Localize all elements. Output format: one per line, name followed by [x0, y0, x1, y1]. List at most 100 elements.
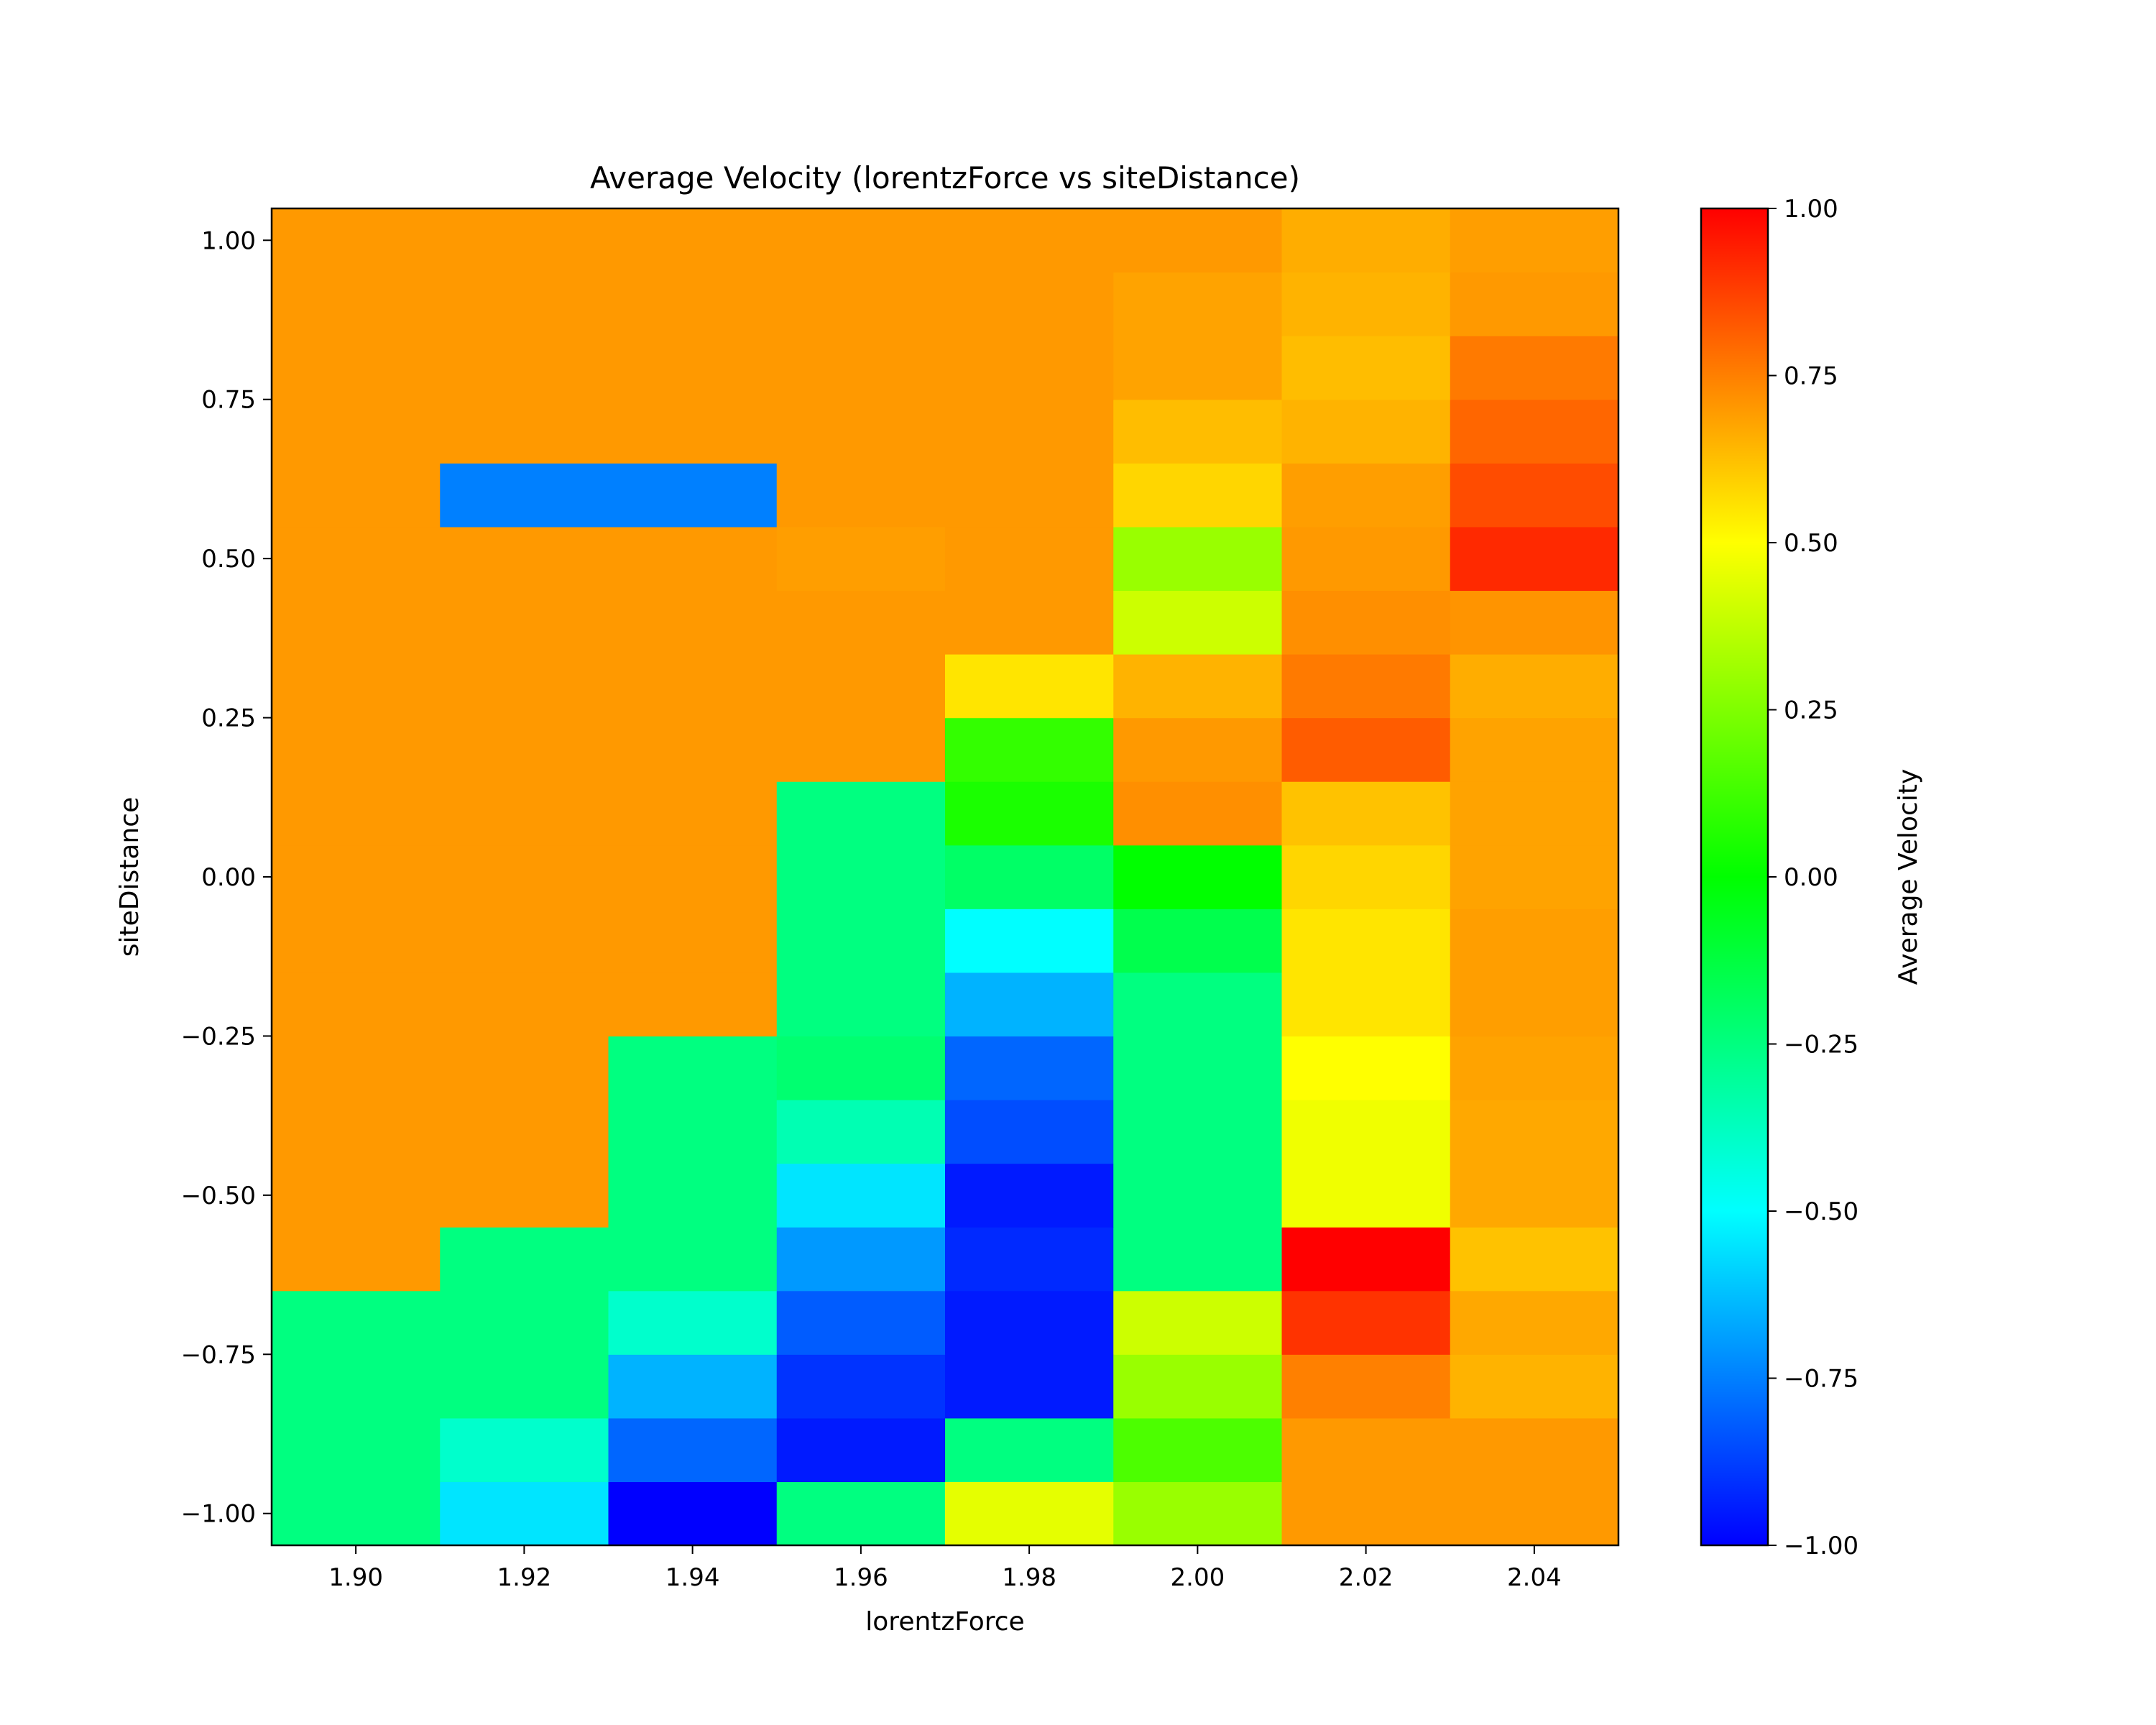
- heatmap-cell: [608, 1481, 778, 1546]
- heatmap-cell: [272, 717, 441, 782]
- heatmap-cell: [608, 336, 778, 400]
- heatmap-cell: [608, 1417, 778, 1483]
- heatmap-cell: [1281, 1354, 1451, 1419]
- heatmap-cell: [945, 526, 1114, 592]
- heatmap-cell: [272, 908, 441, 973]
- heatmap-cell: [1281, 526, 1451, 592]
- colorbar-tick-label: −1.00: [1784, 1532, 1858, 1560]
- heatmap-cell: [945, 1036, 1114, 1100]
- heatmap-cell: [1113, 590, 1283, 655]
- heatmap-cell: [608, 526, 778, 592]
- heatmap-cell: [945, 972, 1114, 1037]
- colorbar-tick-label: 0.00: [1784, 863, 1838, 892]
- heatmap-cell: [1450, 1163, 1619, 1228]
- heatmap-cell: [1281, 717, 1451, 782]
- heatmap-cell: [272, 399, 441, 464]
- heatmap-cell: [440, 1227, 609, 1292]
- colorbar-tick-label: 0.50: [1784, 529, 1838, 558]
- heatmap-cell: [1281, 399, 1451, 464]
- heatmap-cell: [272, 590, 441, 655]
- heatmap-cell: [272, 654, 441, 719]
- heatmap-cell: [440, 1354, 609, 1419]
- heatmap-cell: [608, 1227, 778, 1292]
- heatmap-cell: [440, 336, 609, 400]
- heatmap-cell: [608, 908, 778, 973]
- heatmap-cell: [1281, 1163, 1451, 1228]
- heatmap-cell: [272, 463, 441, 528]
- y-tick-label: −0.25: [181, 1022, 256, 1051]
- heatmap-cell: [945, 1417, 1114, 1483]
- heatmap-cell: [776, 272, 946, 336]
- heatmap-cell: [608, 972, 778, 1037]
- heatmap-cell: [776, 590, 946, 655]
- heatmap-cell: [440, 590, 609, 655]
- heatmap-cell: [440, 908, 609, 973]
- heatmap-cell: [440, 1481, 609, 1546]
- x-tick-label: 2.00: [1171, 1563, 1225, 1592]
- heatmap-cells: [272, 208, 1619, 1546]
- heatmap-cell: [776, 845, 946, 909]
- heatmap-cell: [1281, 654, 1451, 719]
- heatmap-cell: [272, 1481, 441, 1546]
- y-axis-label: siteDistance: [115, 797, 144, 957]
- y-tick-label: 1.00: [201, 226, 256, 255]
- heatmap-cell: [945, 717, 1114, 782]
- heatmap-cell: [272, 845, 441, 909]
- colorbar-tick-label: 1.00: [1784, 195, 1838, 224]
- heatmap-cell: [1450, 1354, 1619, 1419]
- heatmap-cell: [945, 908, 1114, 973]
- heatmap-cell: [608, 208, 778, 273]
- heatmap-cell: [945, 1227, 1114, 1292]
- heatmap-cell: [272, 526, 441, 592]
- heatmap-cell: [440, 272, 609, 336]
- heatmap-cell: [272, 972, 441, 1037]
- heatmap-cell: [1450, 845, 1619, 909]
- heatmap-cell: [776, 781, 946, 846]
- x-axis-label: lorentzForce: [865, 1607, 1024, 1637]
- heatmap-cell: [1113, 1481, 1283, 1546]
- heatmap-cell: [1281, 1417, 1451, 1483]
- heatmap-cell: [776, 399, 946, 464]
- heatmap-cell: [440, 1036, 609, 1100]
- heatmap-cell: [1281, 1290, 1451, 1355]
- heatmap-cell: [272, 208, 441, 273]
- y-tick-label: −1.00: [181, 1500, 256, 1529]
- x-tick-label: 1.90: [328, 1563, 383, 1592]
- heatmap-cell: [1113, 526, 1283, 592]
- heatmap-cell: [776, 972, 946, 1037]
- heatmap-cell: [1113, 717, 1283, 782]
- heatmap-cell: [1113, 208, 1283, 273]
- heatmap-cell: [1281, 1481, 1451, 1546]
- heatmap-cell: [776, 526, 946, 592]
- colorbar-tick-label: 0.75: [1784, 362, 1838, 391]
- heatmap-cell: [1450, 526, 1619, 592]
- colorbar-tick-label: −0.50: [1784, 1197, 1858, 1226]
- heatmap-cell: [1113, 972, 1283, 1037]
- heatmap-cell: [1450, 972, 1619, 1037]
- colorbar-tick-label: −0.25: [1784, 1031, 1858, 1059]
- heatmap-cell: [776, 1481, 946, 1546]
- heatmap-cell: [440, 781, 609, 846]
- x-tick-label: 1.92: [497, 1563, 552, 1592]
- heatmap-cell: [1281, 781, 1451, 846]
- heatmap-cell: [945, 1481, 1114, 1546]
- heatmap-cell: [440, 972, 609, 1037]
- heatmap-cell: [608, 272, 778, 336]
- heatmap-cell: [440, 1163, 609, 1228]
- heatmap-cell: [1113, 1290, 1283, 1355]
- heatmap-cell: [440, 526, 609, 592]
- y-tick-label: 0.00: [201, 863, 256, 892]
- heatmap-cell: [272, 781, 441, 846]
- heatmap-cell: [1281, 908, 1451, 973]
- heatmap-cell: [1281, 208, 1451, 273]
- heatmap-cell: [945, 590, 1114, 655]
- heatmap-cell: [440, 399, 609, 464]
- heatmap-cell: [608, 781, 778, 846]
- heatmap-cell: [1450, 908, 1619, 973]
- heatmap-cell: [1450, 1290, 1619, 1355]
- heatmap-cell: [945, 463, 1114, 528]
- heatmap-cell: [1281, 590, 1451, 655]
- heatmap-cell: [1450, 463, 1619, 528]
- heatmap-cell: [776, 1227, 946, 1292]
